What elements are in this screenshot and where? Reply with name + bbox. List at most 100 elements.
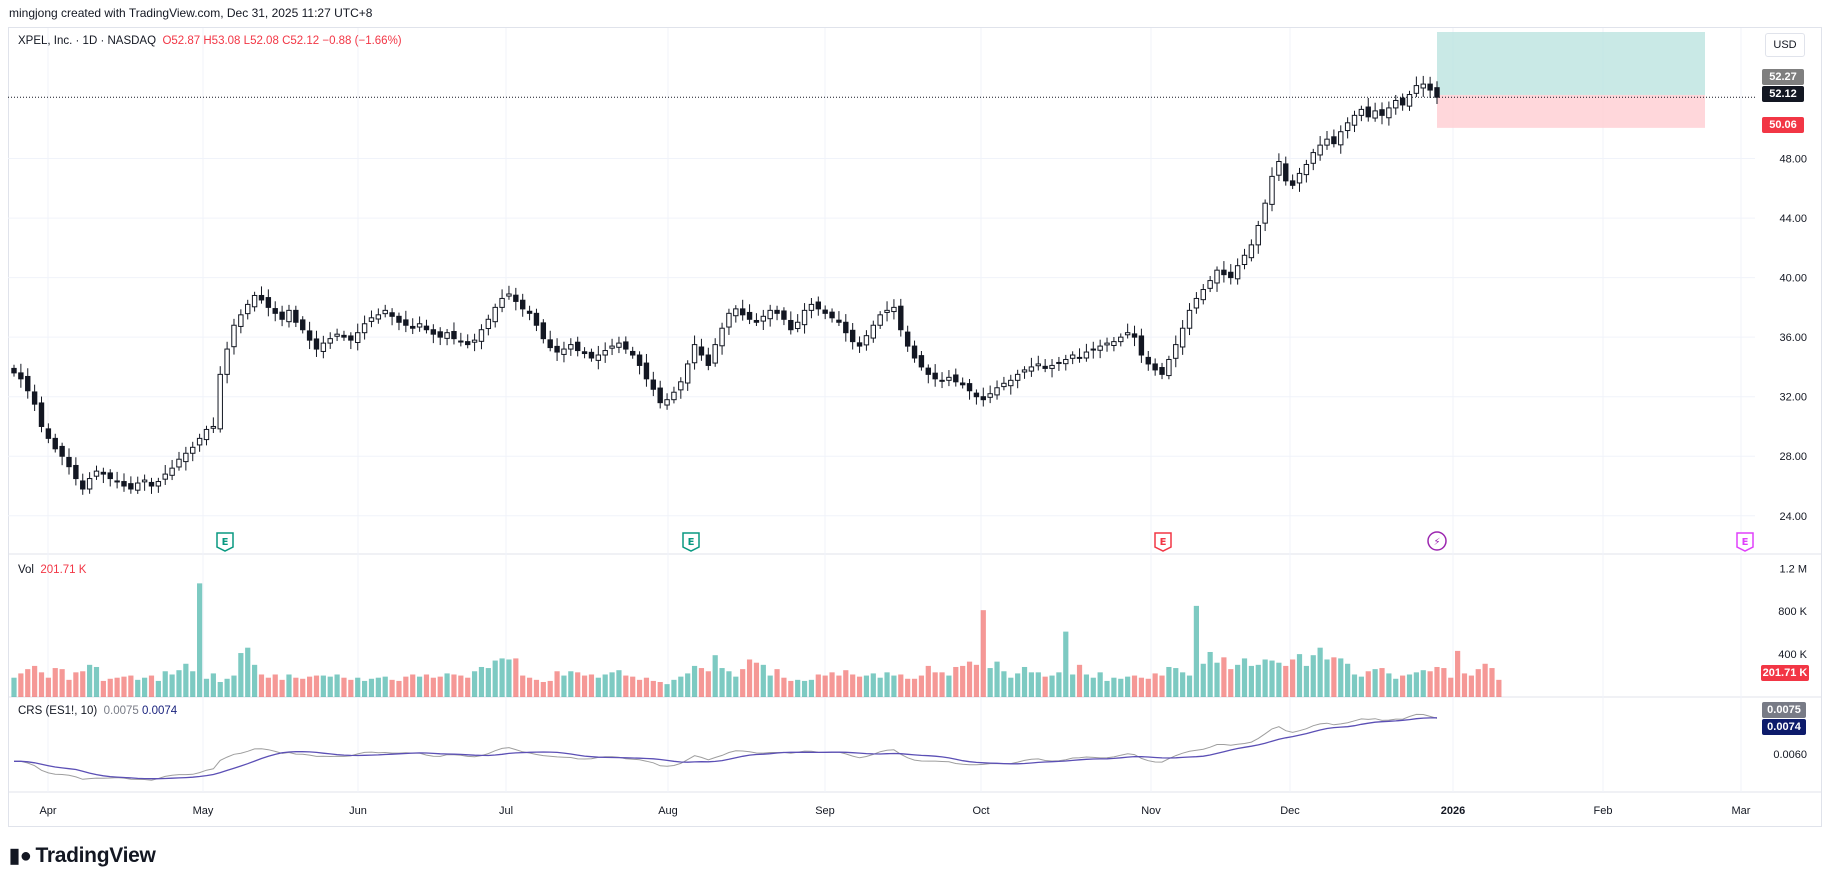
candle-body bbox=[1289, 180, 1296, 186]
volume-bar bbox=[568, 671, 574, 697]
candle-body bbox=[410, 325, 416, 329]
candle-body bbox=[643, 362, 650, 380]
time-tick-label: May bbox=[193, 805, 214, 817]
volume-bar bbox=[918, 675, 925, 697]
volume-bar bbox=[93, 666, 100, 697]
candle-body bbox=[932, 372, 938, 380]
volume-bar bbox=[1111, 677, 1117, 697]
currency-button[interactable]: USD bbox=[1765, 33, 1805, 57]
candle-body bbox=[1344, 122, 1351, 132]
volume-bar bbox=[451, 674, 457, 697]
volume-bar bbox=[973, 664, 980, 697]
candle-body bbox=[657, 387, 663, 404]
volume-bar bbox=[1303, 665, 1309, 697]
volume-bar bbox=[836, 675, 842, 697]
candle-body bbox=[691, 344, 698, 364]
tradingview-logo-icon: ▮● bbox=[9, 845, 32, 867]
candle-body bbox=[1166, 358, 1172, 377]
volume-bar bbox=[616, 670, 622, 697]
candle-body bbox=[904, 331, 911, 347]
volume-bar bbox=[953, 666, 959, 697]
volume-bar bbox=[18, 673, 24, 697]
volume-bar bbox=[217, 681, 223, 697]
volume-bar bbox=[1056, 672, 1062, 697]
candle-body bbox=[1179, 327, 1186, 348]
volume-bar bbox=[1180, 672, 1186, 697]
volume-bar bbox=[499, 658, 505, 697]
candle-body bbox=[31, 391, 38, 405]
volume-bar bbox=[1386, 673, 1392, 697]
volume-bar bbox=[1468, 675, 1474, 697]
volume-bar bbox=[272, 674, 278, 697]
candle-body bbox=[1379, 109, 1385, 116]
volume-bar bbox=[66, 679, 72, 697]
candle-body bbox=[946, 376, 952, 381]
volume-bar bbox=[863, 675, 870, 697]
volume-tick-label: 800 K bbox=[1778, 606, 1807, 618]
candle-body bbox=[719, 327, 725, 347]
candle-body bbox=[836, 319, 842, 323]
volume-bar bbox=[740, 669, 746, 697]
volume-bar bbox=[561, 675, 567, 697]
volume-bar bbox=[774, 669, 780, 697]
volume-bar bbox=[1063, 631, 1069, 697]
candle-body bbox=[1324, 138, 1330, 146]
volume-legend[interactable]: Vol 201.71 K bbox=[18, 564, 86, 576]
candle-body bbox=[987, 393, 993, 398]
volume-bar bbox=[1090, 677, 1096, 697]
crs-raw-line bbox=[14, 713, 1438, 781]
candle-body bbox=[141, 479, 148, 483]
volume-bar bbox=[300, 678, 306, 697]
candle-body bbox=[1358, 108, 1365, 116]
volume-bar bbox=[1310, 655, 1316, 697]
symbol-legend[interactable]: XPEL, Inc. · 1D · NASDAQ O52.87 H53.08 L… bbox=[18, 35, 402, 47]
volume-bar bbox=[389, 679, 395, 697]
volume-bar bbox=[898, 674, 904, 697]
volume-bar bbox=[1070, 674, 1076, 697]
candle-body bbox=[59, 445, 65, 457]
ohlc-low: L52.08 bbox=[243, 35, 279, 47]
volume-bar bbox=[602, 674, 608, 697]
volume-bar bbox=[313, 675, 320, 697]
candle-body bbox=[849, 329, 856, 343]
candle-body bbox=[348, 335, 354, 341]
volume-bar bbox=[801, 680, 808, 697]
crs-tag-1: 0.0075 bbox=[1762, 702, 1806, 718]
volume-bar bbox=[210, 673, 216, 697]
volume-bar bbox=[506, 659, 512, 697]
crs-value-1: 0.0075 bbox=[103, 705, 139, 717]
volume-bar bbox=[100, 680, 106, 697]
volume-bar bbox=[980, 610, 986, 697]
volume-bar bbox=[1248, 665, 1254, 697]
volume-bar bbox=[939, 672, 945, 697]
volume-bar bbox=[458, 675, 464, 697]
candle-body bbox=[794, 321, 801, 330]
volume-bar bbox=[38, 672, 45, 697]
volume-bar bbox=[1276, 662, 1282, 697]
crs-legend[interactable]: CRS (ES1!, 10) 0.0075 0.0074 bbox=[18, 705, 177, 717]
volume-bar bbox=[987, 668, 993, 697]
volume-bar bbox=[884, 672, 890, 697]
candle-body bbox=[953, 374, 959, 383]
volume-bar bbox=[795, 679, 801, 697]
candle-body bbox=[1399, 97, 1406, 106]
volume-bar bbox=[719, 668, 725, 697]
volume-bar bbox=[1482, 663, 1488, 697]
volume-bar bbox=[114, 677, 120, 697]
volume-bar bbox=[664, 684, 670, 697]
volume-bar bbox=[52, 668, 58, 697]
tradingview-logo[interactable]: ▮● TradingView bbox=[9, 843, 156, 868]
candle-body bbox=[877, 314, 883, 326]
event-markers: E E E ⚡ E bbox=[216, 531, 1754, 552]
candle-body bbox=[753, 319, 760, 323]
volume-bar bbox=[932, 672, 938, 697]
candle-body bbox=[623, 341, 629, 350]
volume-bar bbox=[966, 661, 973, 697]
price-tick-label: 40.00 bbox=[1779, 273, 1807, 285]
candle-body bbox=[822, 309, 828, 314]
volume-bar bbox=[540, 681, 546, 697]
candle-body bbox=[66, 456, 72, 468]
candle-body bbox=[891, 306, 897, 313]
volume-bar bbox=[162, 671, 168, 697]
